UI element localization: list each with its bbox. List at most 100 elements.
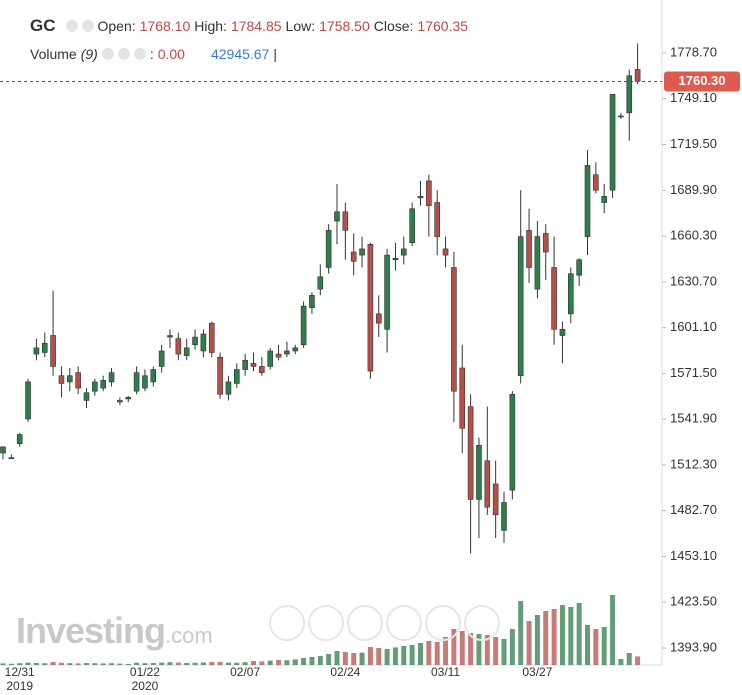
y-tick-label: 1719.50 — [670, 136, 717, 151]
nav-button[interactable] — [347, 605, 383, 641]
y-tick-label: 1453.10 — [670, 548, 717, 563]
candle-body — [142, 375, 148, 389]
candle-body — [234, 369, 240, 384]
volume-bar — [376, 648, 382, 665]
volume-bar — [593, 629, 599, 665]
last-price-label: 1760.30 — [679, 73, 726, 88]
candle-body — [83, 392, 90, 401]
volume-bar — [635, 656, 641, 665]
watermark: Investing.com — [16, 610, 213, 652]
volume-bar — [167, 662, 173, 665]
settings-icon[interactable] — [81, 20, 94, 32]
volume-bar — [543, 611, 549, 665]
candle-body — [426, 180, 432, 206]
volume-bar — [418, 643, 423, 665]
volume-bar — [367, 647, 373, 665]
volume-bar — [559, 605, 565, 665]
candle-body — [75, 372, 81, 389]
volume-bar — [259, 661, 265, 665]
volume-bar — [125, 664, 131, 665]
nav-button[interactable] — [425, 605, 461, 641]
x-tick-label: 03/27 — [522, 665, 552, 679]
volume-bar — [526, 621, 532, 665]
candle-body — [108, 372, 115, 383]
ohlc-value: 1784.85 — [230, 18, 282, 34]
candle-body — [58, 375, 65, 384]
volume-bar — [501, 639, 507, 665]
volume-bar — [50, 662, 56, 665]
candle-body — [150, 369, 157, 383]
volume-bar — [150, 663, 156, 665]
volume-bar — [392, 647, 398, 665]
candle-body — [50, 335, 56, 367]
candle-body — [242, 359, 248, 370]
volume-label: Volume — [30, 46, 77, 62]
candle-body — [259, 366, 265, 373]
volume-bar — [576, 603, 582, 665]
candle-body — [576, 259, 582, 276]
ohlc-label: Low: — [285, 18, 316, 34]
volume-bar — [334, 651, 340, 665]
volume-bar — [25, 662, 31, 665]
nav-button[interactable] — [269, 605, 305, 641]
volume-bar — [459, 631, 465, 665]
eye-icon[interactable] — [101, 48, 114, 60]
volume-bar — [225, 662, 231, 665]
y-tick-label: 1630.70 — [670, 273, 717, 288]
volume-bar — [351, 653, 357, 665]
ohlc-value: 1760.35 — [417, 18, 469, 34]
candle-body — [67, 375, 73, 383]
y-tick-label: 1423.50 — [670, 594, 717, 609]
volume-bar — [476, 634, 482, 665]
volume-value: 0.00 — [157, 46, 185, 62]
x-tick-label: 01/22 — [130, 665, 160, 679]
volume-bar — [443, 637, 449, 665]
y-tick-label: 1660.30 — [670, 228, 717, 243]
nav-button[interactable] — [308, 605, 344, 641]
volume-bar — [434, 642, 440, 665]
nav-button[interactable] — [464, 605, 500, 641]
price-axis-bg — [662, 0, 742, 695]
candle-body — [217, 356, 223, 395]
eye-icon[interactable] — [65, 20, 78, 32]
candle-body — [158, 350, 165, 367]
ohlc-value: 1758.50 — [319, 18, 370, 34]
volume-bar — [184, 663, 190, 665]
volume-bar — [493, 637, 499, 665]
candle-body — [167, 335, 173, 338]
volume-bar — [384, 649, 390, 665]
nav-button[interactable] — [386, 605, 422, 641]
last-price-box — [664, 71, 740, 92]
volume-period: (9) — [80, 46, 98, 62]
candle-body — [367, 243, 374, 372]
candle-body — [626, 75, 633, 114]
candle-body — [359, 248, 365, 256]
candle-body — [593, 174, 599, 191]
candle-body — [92, 381, 98, 392]
close-icon[interactable] — [133, 48, 146, 60]
volume-bar — [33, 663, 39, 665]
candle-body — [492, 483, 499, 516]
volume-bar — [117, 663, 123, 665]
volume-bar — [468, 633, 474, 665]
x-tick-label: 02/07 — [230, 665, 260, 679]
y-tick-label: 1749.10 — [670, 90, 717, 105]
volume-bar — [284, 660, 290, 665]
volume-bar — [8, 663, 14, 665]
volume-header: Volume (9):0.00 42945.67 | — [30, 46, 281, 62]
candle-body — [534, 236, 541, 290]
y-tick-label: 1393.90 — [670, 639, 717, 654]
y-tick-label: 1601.10 — [670, 319, 717, 334]
candle-body — [208, 322, 215, 353]
candle-body — [434, 202, 441, 237]
volume-sep: : — [149, 46, 154, 62]
settings-icon[interactable] — [117, 48, 130, 60]
volume-bar — [509, 629, 515, 665]
watermark-suffix: .com — [165, 623, 213, 648]
candle-body — [467, 406, 474, 500]
volume-bar — [301, 658, 307, 665]
volume-bar — [618, 659, 624, 665]
volume-bar — [451, 629, 457, 665]
